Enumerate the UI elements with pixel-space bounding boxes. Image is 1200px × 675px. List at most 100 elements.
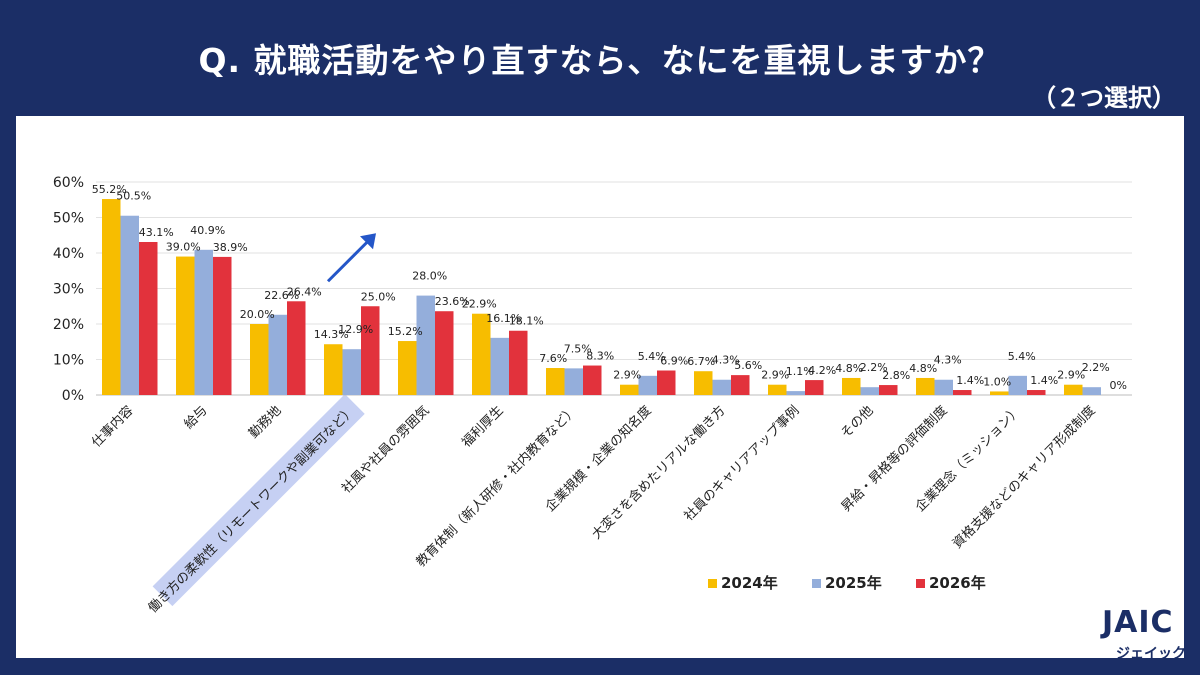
bar-2026-8	[731, 375, 750, 395]
bar-2026-6	[583, 365, 602, 395]
data-label: 6.9%	[660, 355, 688, 368]
data-label: 38.9%	[213, 241, 248, 254]
data-label: 50.5%	[116, 190, 151, 203]
x-tick-label: 福利厚生	[459, 403, 506, 450]
y-tick-label: 0%	[62, 388, 84, 404]
bar-2025-1	[194, 249, 213, 395]
bar-2026-7	[657, 370, 676, 395]
bar-2025-3	[342, 349, 361, 395]
bar-2025-9	[786, 391, 805, 395]
data-label: 2.9%	[761, 369, 789, 382]
x-tick-label: 大変さを含めたリアルな働き方	[589, 403, 729, 543]
x-tick-label: 給与	[182, 403, 211, 432]
data-label: 4.2%	[808, 364, 836, 377]
y-tick-label: 20%	[53, 317, 84, 333]
x-tick-label: 勤務地	[246, 403, 284, 441]
data-label: 1.0%	[983, 375, 1011, 388]
data-label: 12.9%	[338, 323, 373, 336]
legend-swatch	[916, 579, 925, 588]
data-label: 0%	[1110, 379, 1127, 392]
data-label: 20.0%	[240, 308, 275, 321]
data-label: 2.2%	[860, 361, 888, 374]
bar-2026-3	[361, 306, 380, 395]
x-tick-label: 資格支援などのキャリア形成制度	[949, 403, 1098, 552]
highlight-box-rect	[152, 394, 365, 607]
bar-2024-10	[842, 377, 861, 395]
legend-swatch	[812, 579, 821, 588]
data-label: 7.6%	[539, 352, 567, 365]
data-label: 5.4%	[1008, 350, 1036, 363]
data-label: 43.1%	[139, 226, 174, 239]
data-label: 6.7%	[687, 355, 715, 368]
bar-2024-8	[694, 371, 713, 395]
bar-2026-1	[213, 256, 232, 395]
legend-swatch	[708, 579, 717, 588]
data-label: 16.1%	[486, 312, 521, 325]
bar-2026-2	[287, 301, 306, 395]
data-label: 39.0%	[166, 241, 201, 254]
trend-arrow-head	[360, 233, 376, 250]
bar-2025-2	[268, 314, 287, 395]
chart-panel: 0% 10% 20% 30% 40% 50% 60% 55.2% 39.0% 20.0% 14.3%…	[16, 116, 1184, 658]
data-label: 22.9%	[462, 298, 497, 311]
page-subtitle: （２つ選択）	[1032, 84, 1176, 112]
y-tick-label: 50%	[53, 211, 84, 227]
data-label: 1.4%	[1030, 374, 1058, 387]
data-label: 4.3%	[934, 354, 962, 367]
bar-2024-3	[324, 344, 343, 395]
bar-2024-5	[472, 313, 491, 395]
bar-2026-4	[435, 311, 454, 395]
x-tick-label: 教育体制（新人研修・社内教育など）	[413, 403, 581, 571]
data-label: 4.3%	[712, 354, 740, 367]
logo-sub-text: ジェイック	[1116, 646, 1186, 662]
bar-2026-9	[805, 380, 824, 395]
bar-2024-0	[102, 199, 121, 395]
bar-2024-9	[768, 384, 787, 395]
bar-2024-6	[546, 368, 565, 395]
data-label: 25.0%	[361, 290, 396, 303]
bar-2024-1	[176, 256, 195, 395]
data-label: 5.4%	[638, 350, 666, 363]
x-tick-label: 仕事内容	[88, 403, 136, 451]
bar-2026-5	[509, 330, 528, 395]
data-label: 4.8%	[835, 362, 863, 375]
bar-2024-4	[398, 341, 417, 395]
data-label: 2.9%	[1057, 369, 1085, 382]
data-label: 23.6%	[435, 295, 470, 308]
data-label: 8.3%	[586, 350, 614, 363]
data-label: 1.1%	[786, 365, 814, 378]
bar-2025-7	[638, 375, 657, 395]
bar-chart: 0% 10% 20% 30% 40% 50% 60% 55.2% 39.0% 20.0% 14.3%…	[53, 175, 1132, 616]
data-label: 4.8%	[909, 362, 937, 375]
bar-2026-10	[879, 385, 898, 395]
bar-2025-8	[712, 379, 731, 395]
bar-2024-11	[916, 377, 935, 395]
data-label: 5.6%	[734, 359, 762, 372]
bar-2025-13	[1082, 387, 1101, 395]
bar-2025-10	[860, 387, 879, 395]
data-label: 22.6%	[264, 289, 299, 302]
bar-2025-11	[934, 379, 953, 395]
data-label: 1.4%	[956, 374, 984, 387]
bar-2025-4	[416, 295, 435, 395]
data-label: 2.8%	[882, 369, 910, 382]
bar-2026-12	[1027, 390, 1046, 395]
bar-2024-7	[620, 384, 639, 395]
bar-2025-0	[120, 215, 139, 395]
bar-2024-13	[1064, 384, 1083, 395]
data-label: 2.2%	[1082, 361, 1110, 374]
company-logo: JAIC ジェイック	[1094, 603, 1186, 665]
data-label: 55.2%	[92, 183, 127, 196]
data-label: 14.3%	[314, 328, 349, 341]
data-label: 7.5%	[564, 342, 592, 355]
y-tick-label: 10%	[53, 353, 84, 369]
data-label: 28.0%	[412, 270, 447, 283]
y-tick-label: 30%	[53, 282, 84, 298]
data-label: 18.1%	[509, 315, 544, 328]
logo-main-text: JAIC	[1102, 605, 1174, 640]
bar-2025-12	[1008, 375, 1027, 395]
data-label: 2.9%	[613, 369, 641, 382]
bar-2024-12	[990, 391, 1009, 395]
legend-label: 2025年	[825, 574, 882, 592]
page-title: Q. 就職活動をやり直すなら、なにを重視しますか？	[198, 41, 1002, 80]
